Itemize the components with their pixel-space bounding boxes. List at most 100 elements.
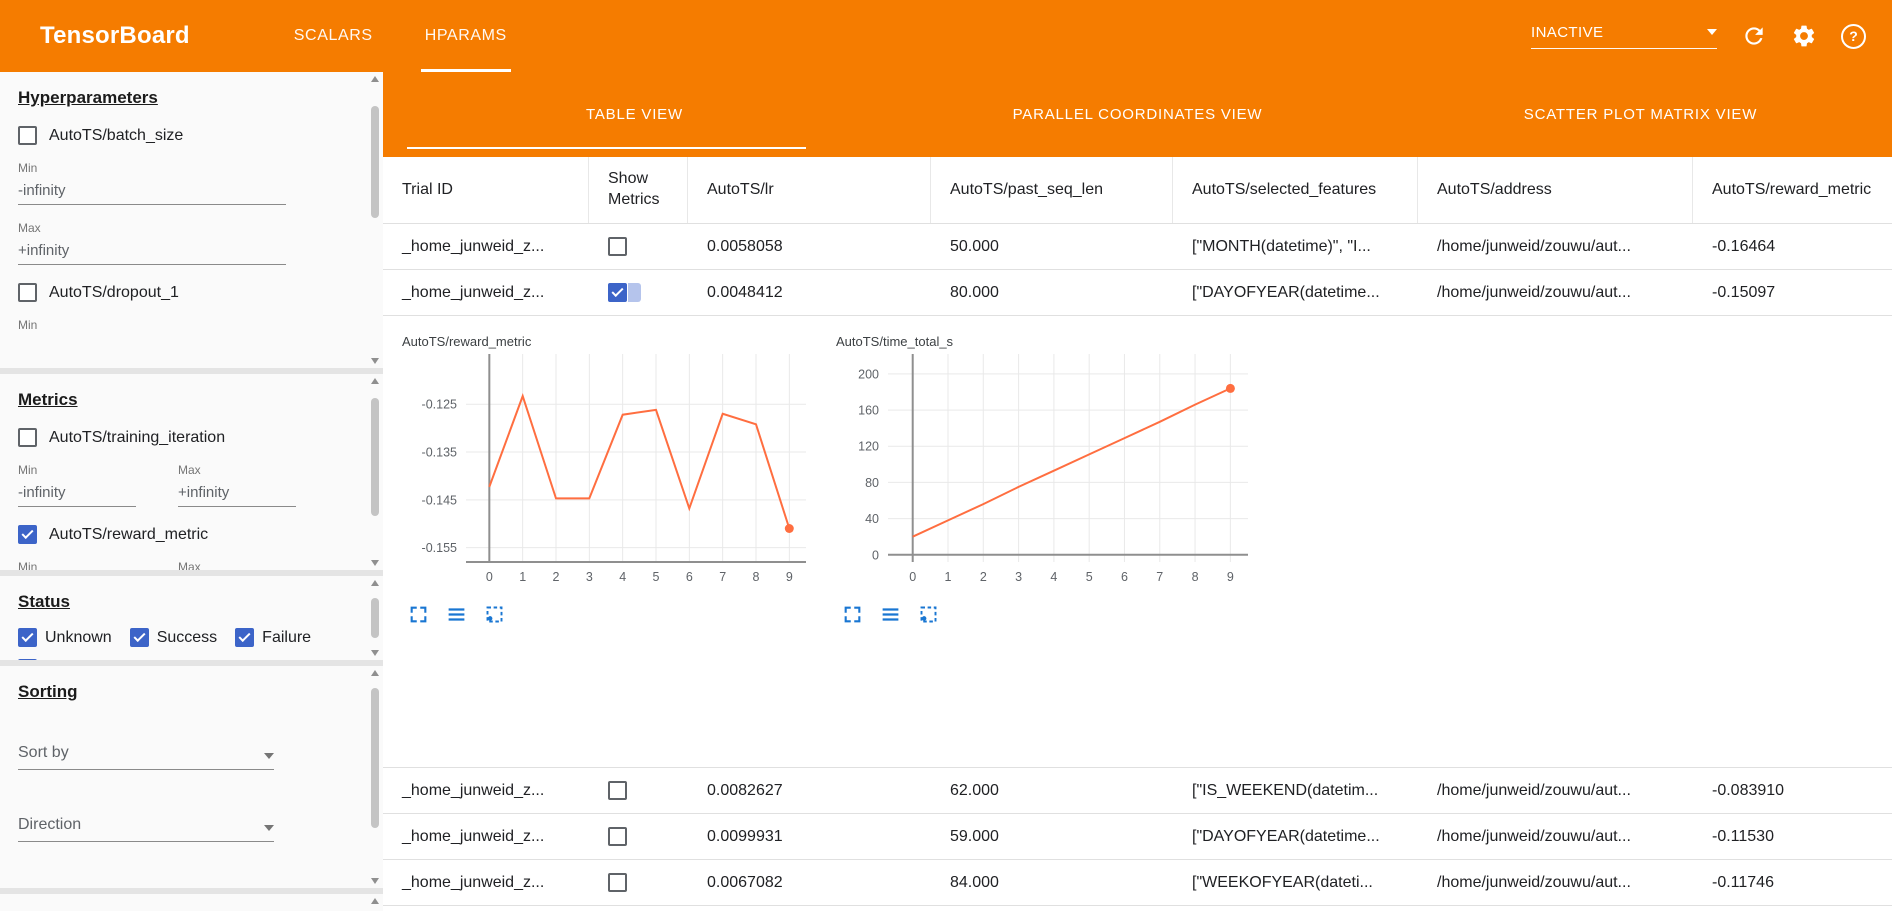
metric-row-training-iteration[interactable]: AutoTS/training_iteration (18, 428, 365, 447)
checkbox-icon[interactable] (18, 628, 37, 647)
scroll-up-icon[interactable] (371, 76, 379, 82)
lines-icon[interactable] (880, 604, 901, 625)
checkbox-icon[interactable] (18, 659, 37, 660)
metric-label: AutoTS/training_iteration (49, 428, 226, 446)
lr-cell: 0.0099931 (707, 827, 783, 845)
help-icon[interactable] (1841, 23, 1866, 49)
status-item-running[interactable]: Running (18, 659, 105, 660)
hparam-row-dropout-1[interactable]: AutoTS/dropout_1 (18, 283, 365, 302)
max-label: Max (178, 560, 201, 570)
trial-id-cell: _home_junweid_z... (402, 781, 545, 799)
trial-id-cell: _home_junweid_z... (402, 873, 545, 891)
scrollbar[interactable] (369, 376, 381, 568)
scrollbar[interactable] (369, 896, 381, 909)
max-input[interactable]: +infinity (18, 235, 286, 265)
max-input[interactable]: +infinity (178, 477, 296, 507)
show-metrics-cell (589, 827, 688, 846)
table-row[interactable]: _home_junweid_z... 0.0099931 59.000 ["DA… (383, 814, 1892, 860)
table-row[interactable]: _home_junweid_z... 0.0067082 84.000 ["WE… (383, 860, 1892, 906)
scrollbar-thumb[interactable] (371, 106, 379, 218)
chart-toolbar (842, 604, 1258, 625)
tab-scatter-plot-matrix-view[interactable]: SCATTER PLOT MATRIX VIEW (1523, 106, 1758, 123)
scroll-down-icon[interactable] (371, 358, 379, 364)
svg-text:2: 2 (980, 570, 987, 584)
lines-icon[interactable] (446, 604, 467, 625)
reward-metric-line-chart[interactable]: -0.155 -0.145 -0.135 -0.125 0 1 2 3 4 5 6 7 8 9 (402, 354, 816, 588)
checkbox-icon[interactable] (129, 628, 149, 647)
expand-chart-icon[interactable] (408, 604, 429, 625)
selected-features-cell: ["IS_WEEKEND(datetim... (1192, 781, 1379, 799)
chevron-down-icon (264, 753, 274, 759)
scroll-up-icon[interactable] (371, 898, 379, 904)
show-metrics-checkbox[interactable] (608, 283, 627, 302)
scrollbar-thumb[interactable] (371, 398, 379, 516)
metric-row-reward-metric[interactable]: AutoTS/reward_metric (18, 525, 365, 544)
checkbox-icon[interactable] (18, 428, 37, 447)
selected-features-cell: ["DAYOFYEAR(datetime... (1192, 827, 1380, 845)
scroll-up-icon[interactable] (371, 580, 379, 586)
show-metrics-checkbox[interactable] (608, 827, 627, 846)
settings-gear-icon[interactable] (1791, 23, 1817, 49)
table-row[interactable]: _home_junweid_z... 0.0058058 50.000 ["MO… (383, 224, 1892, 270)
tab-scalars[interactable]: SCALARS (293, 27, 373, 44)
scrollbar-thumb[interactable] (371, 598, 379, 638)
show-metrics-cell (589, 237, 688, 256)
sort-by-dropdown[interactable]: Sort by (18, 744, 274, 770)
scroll-down-icon[interactable] (371, 878, 379, 884)
show-metrics-checkbox[interactable] (608, 781, 627, 800)
direction-value: Direction (18, 816, 82, 833)
column-header-address: AutoTS/address (1418, 157, 1693, 223)
address-cell: /home/junweid/zouwu/aut... (1437, 283, 1631, 301)
tab-parallel-coordinates-view[interactable]: PARALLEL COORDINATES VIEW (1012, 106, 1263, 123)
metric-label: AutoTS/reward_metric (49, 525, 209, 543)
status-item-success[interactable]: Success (129, 628, 217, 647)
status-item-unknown[interactable]: Unknown (18, 628, 112, 647)
status-panel: Status Unknown Success Failure R (0, 576, 383, 660)
table-row[interactable]: _home_junweid_z... 0.0048412 80.000 ["DA… (383, 270, 1892, 316)
min-input[interactable]: -infinity (18, 477, 136, 507)
reward-metric-chart-block: AutoTS/reward_metric -0.155 -0.145 -0.135-… (402, 334, 816, 625)
time-total-line-chart[interactable]: 0 40 80 120 160 200 0 1 2 3 4 5 6 7 8 9 (836, 354, 1258, 588)
min-label: Min (18, 161, 38, 175)
status-item-failure[interactable]: Failure (235, 628, 311, 647)
checkbox-icon[interactable] (18, 525, 37, 544)
checkbox-icon[interactable] (18, 283, 37, 302)
scrollbar[interactable] (369, 74, 381, 366)
paging-panel: Paging (0, 894, 383, 911)
min-label: Min (18, 318, 38, 332)
checkbox-icon[interactable] (235, 628, 255, 647)
scrollbar[interactable] (369, 668, 381, 886)
run-status-dropdown[interactable]: INACTIVE (1531, 24, 1717, 49)
min-label: Min (18, 560, 38, 570)
hparam-row-batch-size[interactable]: AutoTS/batch_size (18, 126, 365, 145)
status-title: Status (18, 592, 70, 611)
tab-table-view[interactable]: TABLE VIEW (383, 72, 886, 157)
svg-text:5: 5 (653, 570, 660, 584)
refresh-icon[interactable] (1741, 23, 1767, 49)
scroll-down-icon[interactable] (371, 650, 379, 656)
svg-text:6: 6 (1121, 570, 1128, 584)
reward-metric-cell: -0.11530 (1712, 827, 1774, 845)
column-header-selected-features: AutoTS/selected_features (1173, 157, 1418, 223)
scroll-down-icon[interactable] (371, 560, 379, 566)
marquee-select-icon[interactable] (484, 604, 505, 625)
scroll-up-icon[interactable] (371, 378, 379, 384)
marquee-select-icon[interactable] (918, 604, 939, 625)
run-status-value: INACTIVE (1531, 23, 1604, 41)
checkbox-icon[interactable] (18, 126, 37, 145)
tab-hparams[interactable]: HPARAMS (399, 0, 533, 72)
show-metrics-checkbox[interactable] (608, 237, 627, 256)
scrollbar-thumb[interactable] (371, 688, 379, 828)
svg-text:0: 0 (909, 570, 916, 584)
scroll-up-icon[interactable] (371, 670, 379, 676)
svg-text:-0.135: -0.135 (422, 446, 457, 460)
scrollbar[interactable] (369, 578, 381, 658)
hparam-label: AutoTS/batch_size (49, 126, 184, 144)
min-input[interactable]: -infinity (18, 175, 286, 205)
show-metrics-checkbox[interactable] (608, 873, 627, 892)
svg-text:-0.145: -0.145 (422, 493, 457, 507)
table-row[interactable]: _home_junweid_z... 0.0082627 62.000 ["IS… (383, 768, 1892, 814)
reward-metric-cell: -0.11746 (1712, 873, 1774, 891)
expand-chart-icon[interactable] (842, 604, 863, 625)
direction-dropdown[interactable]: Direction (18, 816, 274, 842)
